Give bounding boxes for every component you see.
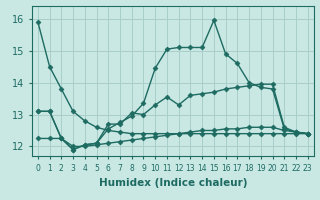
X-axis label: Humidex (Indice chaleur): Humidex (Indice chaleur) <box>99 178 247 188</box>
